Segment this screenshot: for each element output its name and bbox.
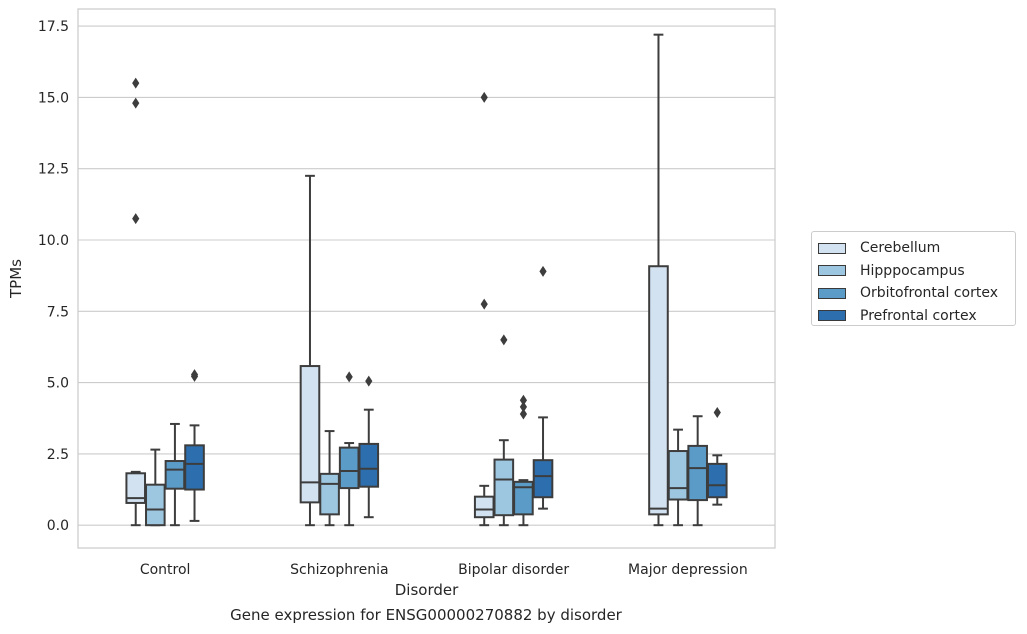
legend-item-prefrontal-cortex: Prefrontal cortex bbox=[818, 305, 1015, 328]
legend-swatch-prefrontal-cortex bbox=[818, 310, 846, 322]
figure-caption: Gene expression for ENSG00000270882 by d… bbox=[230, 606, 622, 624]
box-iqr bbox=[338, 446, 360, 490]
y-tick-labels: 0.0 2.5 5.0 7.5 10.0 12.5 15.0 17.5 bbox=[38, 19, 69, 534]
outlier-point bbox=[519, 394, 528, 406]
box-orbitofrontal-cortex bbox=[687, 415, 708, 527]
box-iqr bbox=[532, 459, 554, 499]
x-tick-label: Schizophrenia bbox=[290, 562, 388, 578]
y-tick-label: 10.0 bbox=[38, 233, 69, 249]
box-prefrontal-cortex bbox=[358, 375, 380, 519]
outlier-point bbox=[519, 408, 528, 420]
box-iqr bbox=[706, 462, 728, 499]
outlier-point bbox=[480, 298, 488, 310]
outlier-point bbox=[345, 371, 353, 383]
x-tick-label: Control bbox=[140, 562, 191, 578]
y-tick-label: 15.0 bbox=[38, 90, 69, 106]
outlier-point bbox=[500, 334, 508, 346]
box-iqr bbox=[299, 365, 321, 504]
outlier-point bbox=[190, 369, 199, 381]
outlier-point bbox=[132, 77, 140, 89]
legend-swatch-orbitofrontal-cortex bbox=[818, 287, 846, 299]
x-tick-label: Bipolar disorder bbox=[458, 562, 569, 578]
outlier-point bbox=[519, 401, 528, 413]
y-tick-label: 5.0 bbox=[47, 376, 69, 392]
x-tick-label: Major depression bbox=[628, 562, 748, 578]
y-axis-label: TPMs bbox=[7, 259, 25, 299]
box-series bbox=[125, 33, 728, 527]
outlier-point bbox=[365, 375, 373, 387]
legend-item-orbitofrontal-cortex: Orbitofrontal cortex bbox=[818, 282, 1015, 305]
box-iqr bbox=[319, 472, 340, 516]
x-axis-label: Disorder bbox=[395, 581, 459, 599]
box-iqr bbox=[687, 444, 708, 502]
legend-swatch-cerebellum bbox=[818, 242, 846, 254]
legend-label-orbitofrontal-cortex: Orbitofrontal cortex bbox=[860, 285, 998, 302]
box-cerebellum bbox=[648, 33, 669, 527]
box-hipppocampus bbox=[493, 334, 515, 527]
legend-item-cerebellum: Cerebellum bbox=[818, 237, 1015, 260]
legend: Cerebellum Hipppocampus Orbitofrontal co… bbox=[811, 231, 1016, 326]
box-cerebellum bbox=[299, 174, 321, 527]
outlier-point bbox=[132, 213, 140, 225]
y-tick-label: 7.5 bbox=[47, 304, 69, 320]
box-iqr bbox=[358, 442, 380, 488]
x-tick-labels: Control Schizophrenia Bipolar disorder Majo… bbox=[140, 562, 748, 578]
y-tick-label: 17.5 bbox=[38, 19, 69, 35]
y-tick-label: 0.0 bbox=[47, 518, 69, 534]
y-tick-label: 2.5 bbox=[47, 447, 69, 463]
box-iqr bbox=[164, 460, 186, 490]
box-cerebellum bbox=[125, 77, 147, 527]
box-iqr bbox=[493, 458, 515, 517]
outlier-point bbox=[539, 265, 547, 277]
outlier-point bbox=[713, 407, 721, 419]
outlier-point bbox=[480, 91, 488, 103]
box-orbitofrontal-cortex bbox=[164, 422, 186, 527]
box-hipppocampus bbox=[319, 430, 340, 527]
box-iqr bbox=[667, 450, 689, 501]
legend-swatch-hippocampus bbox=[818, 265, 846, 277]
box-orbitofrontal-cortex bbox=[513, 394, 534, 527]
box-iqr bbox=[648, 265, 669, 516]
legend-item-hippocampus: Hipppocampus bbox=[818, 260, 1015, 283]
outlier-point bbox=[132, 97, 140, 109]
box-iqr bbox=[184, 444, 205, 491]
y-tick-label: 12.5 bbox=[38, 162, 69, 178]
legend-label-hippocampus: Hipppocampus bbox=[860, 262, 965, 279]
box-iqr bbox=[145, 483, 166, 527]
box-prefrontal-cortex bbox=[532, 265, 554, 510]
box-iqr bbox=[473, 495, 495, 519]
legend-label-prefrontal-cortex: Prefrontal cortex bbox=[860, 307, 977, 324]
box-prefrontal-cortex bbox=[706, 407, 728, 506]
box-hipppocampus bbox=[145, 448, 166, 527]
box-prefrontal-cortex bbox=[184, 369, 205, 522]
legend-label-cerebellum: Cerebellum bbox=[860, 240, 941, 257]
